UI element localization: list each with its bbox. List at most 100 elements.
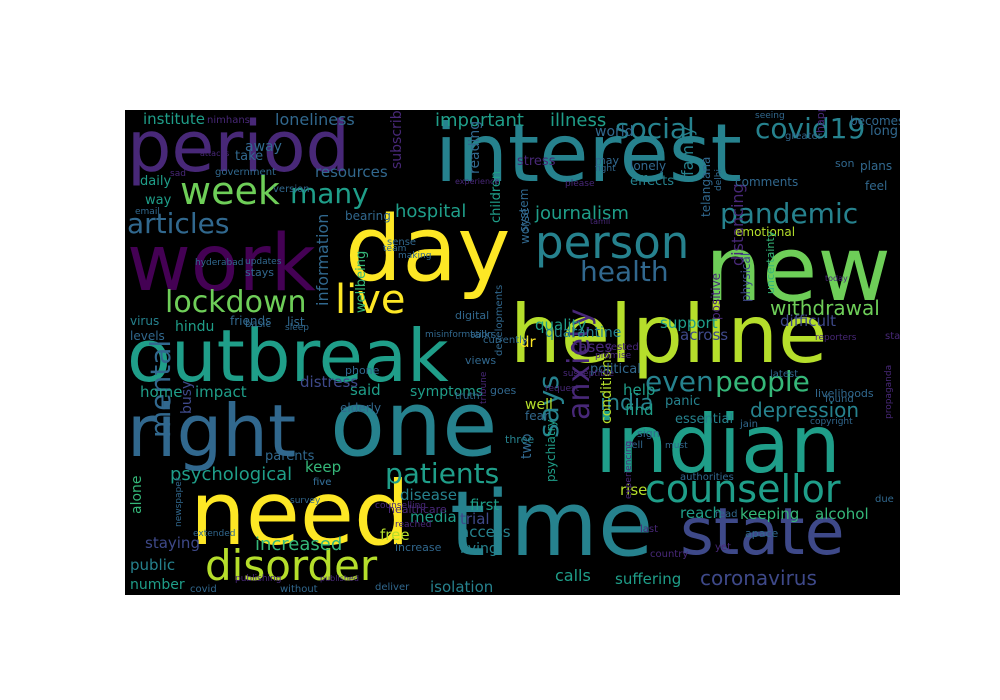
word-updates: updates <box>245 257 282 267</box>
word-hospital: hospital <box>395 201 467 222</box>
word-hindu: hindu <box>175 319 215 335</box>
word-levels: levels <box>130 329 165 343</box>
word-political: political <box>590 362 641 377</box>
word-new: new <box>705 217 892 322</box>
word-increased: increased <box>255 534 343 555</box>
word-daily: daily <box>140 174 172 189</box>
word-increase: increase <box>395 541 442 554</box>
word-must: must <box>665 441 688 451</box>
word-without: without <box>280 584 318 595</box>
word-staying: staying <box>145 534 200 552</box>
word-one: one <box>330 372 498 477</box>
word-withdrawal: withdrawal <box>770 296 880 320</box>
word-coronavirus: coronavirus <box>700 566 817 590</box>
word-five: five <box>313 477 332 488</box>
word-well: well <box>525 397 553 413</box>
word-india: india <box>600 391 654 416</box>
word-start: start <box>885 331 900 342</box>
word-number: number <box>130 577 185 593</box>
word-long: long <box>870 124 899 139</box>
word-latest: latest <box>770 369 799 380</box>
word-access: access <box>460 523 511 541</box>
word-plans: plans <box>860 159 893 173</box>
word-patients: patients <box>385 457 500 490</box>
word-busy: busy <box>179 380 195 414</box>
word-family: family <box>678 126 697 176</box>
word-making: making <box>398 251 432 261</box>
word-jain: jain <box>740 419 759 430</box>
word-person: person <box>535 216 690 269</box>
word-extended: extended <box>193 529 236 539</box>
word-positive: positive <box>709 272 723 320</box>
word-cloud: interest period new day work helpline outbreak… <box>125 110 900 595</box>
word-across: across <box>680 326 729 344</box>
word-sign: sign <box>637 427 660 440</box>
word-illness: illness <box>550 110 607 131</box>
word-lockdown: lockdown <box>165 285 307 320</box>
word-tribune: tribune <box>479 371 489 404</box>
word-experiencing: experiencing <box>624 440 634 499</box>
word-work: work <box>127 219 316 309</box>
word-stress: stress <box>517 154 556 169</box>
word-quality: quality <box>535 316 587 334</box>
word-hyderabad: hyderabad <box>195 258 244 268</box>
word-cases: cases <box>570 338 613 356</box>
word-even: even <box>645 365 714 398</box>
word-susceptible: susceptible <box>563 369 615 379</box>
word-found: found <box>825 394 854 405</box>
word-happening: happening <box>814 110 827 133</box>
word-due: due <box>875 494 894 505</box>
word-covid19: covid19 <box>755 112 866 145</box>
word-misinformation: misinformation <box>425 330 493 340</box>
word-period: period <box>127 110 350 188</box>
word-counsellor: counsellor <box>645 467 841 511</box>
word-pandemic: pandemic <box>720 197 859 230</box>
word-digital: digital <box>455 309 490 322</box>
word-copyright: copyright <box>810 417 853 427</box>
word-fight: fight <box>595 164 616 174</box>
word-deliver: deliver <box>375 582 410 593</box>
word-basic: basic <box>245 319 271 330</box>
word-emotional: emotional <box>735 225 796 239</box>
word-many: many <box>290 177 369 210</box>
word-indian: indian <box>595 398 841 491</box>
word-healthcare: healthcare <box>388 503 447 516</box>
word-essential: essential <box>675 412 734 427</box>
word-seeing: seeing <box>755 111 785 121</box>
word-views: views <box>465 354 497 367</box>
word-please: please <box>565 179 595 189</box>
word-truth: truth <box>455 391 480 402</box>
word-take: take <box>235 149 264 164</box>
word-country: country <box>650 549 689 560</box>
word-worse: worse <box>518 208 532 244</box>
word-yet: yet <box>715 542 731 553</box>
word-lonely: lonely <box>630 159 667 173</box>
word-bearing: bearing <box>345 209 391 223</box>
word-livelihoods: livelihoods <box>815 387 874 400</box>
word-public: public <box>130 556 176 574</box>
word-rise: rise <box>620 481 648 499</box>
word-effects: effects <box>630 174 674 189</box>
word-comments: comments <box>735 175 799 189</box>
word-impact: impact <box>195 383 247 401</box>
word-media: media <box>410 508 457 526</box>
word-sad: sad <box>170 169 186 179</box>
word-may: may <box>595 154 619 167</box>
word-promise: promise <box>595 351 632 361</box>
word-version: version <box>273 184 310 195</box>
word-propaganda: propaganda <box>884 364 894 419</box>
word-interest: interest <box>435 110 742 200</box>
word-live: live <box>335 277 406 323</box>
word-week: week <box>180 169 280 213</box>
word-list: list <box>287 315 305 329</box>
word-email: email <box>135 207 160 217</box>
word-keeping: keeping <box>740 505 800 523</box>
word-today: today <box>825 274 848 283</box>
word-help: help <box>623 381 656 399</box>
word-attacks: attacks <box>200 149 230 158</box>
word-telangana: telangana <box>699 156 713 217</box>
word-isolation: isolation <box>430 578 494 595</box>
word-greater: greater <box>785 131 822 142</box>
word-state: state <box>680 495 845 570</box>
word-outbreak: outbreak <box>127 314 449 398</box>
